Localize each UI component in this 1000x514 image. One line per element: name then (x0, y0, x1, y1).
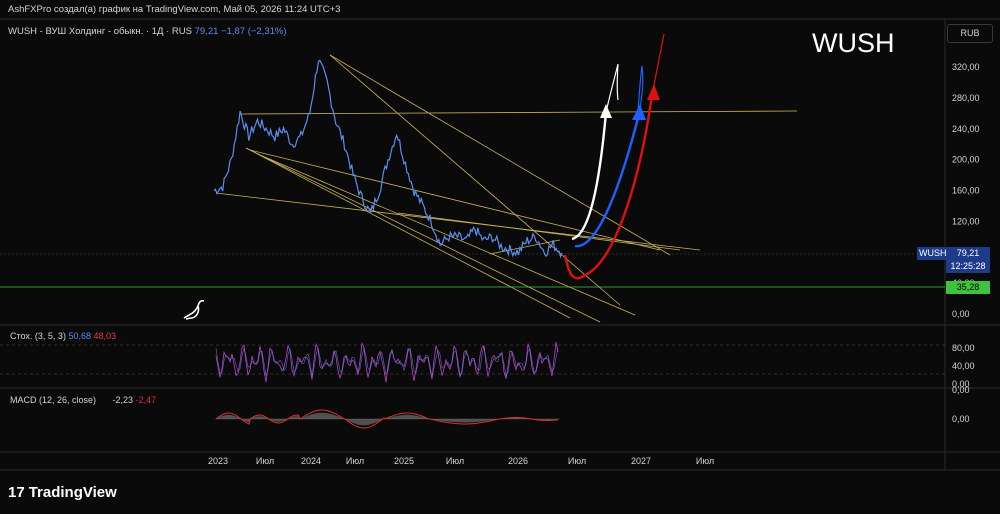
x-tick-label: 2025 (394, 456, 414, 466)
price-series-line (213, 59, 563, 259)
price-label-countdown: 12:25:28 (950, 261, 986, 271)
projection-blue (574, 109, 642, 248)
stoch-k-line (215, 341, 559, 383)
symbol-watermark: WUSH (812, 28, 895, 58)
support-label: 35,28 (946, 281, 990, 294)
symbol-bar[interactable]: WUSH - ВУШ Холдинг - обыкн. · 1Д · RUS 7… (8, 26, 287, 37)
macd-tick-label: 0,00 (952, 385, 970, 395)
trendlines (215, 54, 701, 323)
time-axis: 2023 Июл 2024 Июл 2025 Июл 2026 Июл 2027 Июл (208, 456, 714, 466)
last-price: 79,21 (194, 26, 219, 37)
x-tick-label: Июл (256, 456, 274, 466)
symbol-title: WUSH - ВУШ Холдинг - обыкн. · 1Д · RUS (8, 26, 192, 37)
price-label-symbol: WUSH (919, 248, 947, 258)
projection-white-tail (605, 63, 619, 113)
projection-blue-tail (637, 65, 644, 111)
y-tick-label: 320,00 (952, 62, 980, 72)
projection-white-arrow (600, 104, 612, 118)
price-label-price: 79,21 (956, 248, 980, 258)
x-tick-label: 2024 (301, 456, 321, 466)
y-tick-label: 160,00 (952, 186, 980, 196)
macd-line (215, 409, 559, 429)
currency-button[interactable]: RUB (947, 24, 993, 43)
projection-curves (563, 33, 665, 280)
projection-red (563, 94, 654, 280)
tradingview-mark: 17 (8, 484, 25, 501)
price-label: WUSH (917, 247, 948, 260)
projection-white (571, 111, 608, 241)
y-tick-label: 200,00 (952, 155, 980, 165)
stoch-tick-label: 40,00 (952, 361, 975, 371)
x-tick-label: Июл (446, 456, 464, 466)
pane-borders (0, 18, 1000, 471)
y-tick-label: 120,00 (952, 216, 980, 226)
stoch-d-line (215, 345, 559, 377)
macd-signal-value: -2,47 (135, 395, 157, 405)
stoch-value-d: 48,03 (93, 331, 117, 341)
macd-histogram (216, 412, 558, 426)
macd-title: MACD (12, 26, close) (10, 395, 97, 405)
tradingview-logo[interactable]: 17 TradingView (8, 484, 117, 501)
price-label-value: 79,21 12:25:28 (946, 247, 990, 273)
projection-blue-arrow (632, 104, 646, 120)
macd-tick-label: 0,00 (952, 414, 970, 424)
y-tick-label: 280,00 (952, 93, 980, 103)
x-tick-label: Июл (568, 456, 586, 466)
stoch-legend: Стох. (3, 5, 3) 50,68 48,03 (10, 331, 116, 341)
x-tick-label: Июл (696, 456, 714, 466)
x-tick-label: 2027 (631, 456, 651, 466)
y-tick-label: 0,00 (952, 309, 970, 319)
stoch-tick-label: 0,00 (952, 379, 970, 389)
projection-red-arrow (647, 84, 660, 100)
x-tick-label: Июл (346, 456, 364, 466)
resistance-line (239, 110, 798, 115)
price-change: −1,87 (−2,31%) (221, 26, 287, 37)
tradingview-brand: TradingView (28, 484, 117, 501)
y-tick-label: 240,00 (952, 124, 980, 134)
stoch-value-k: 50,68 (68, 331, 91, 341)
x-tick-label: 2023 (208, 456, 228, 466)
dinosaur-icon (183, 299, 205, 320)
chart-header: AshFXPro создал(а) график на TradingView… (8, 4, 341, 15)
stoch-title: Стох. (3, 5, 3) (10, 331, 66, 341)
macd-value: -2,23 (112, 395, 134, 405)
macd-legend: MACD (12, 26, close) -2,23 -2,47 (10, 395, 156, 405)
x-tick-label: 2026 (508, 456, 528, 466)
stoch-tick-label: 80,00 (952, 343, 975, 353)
